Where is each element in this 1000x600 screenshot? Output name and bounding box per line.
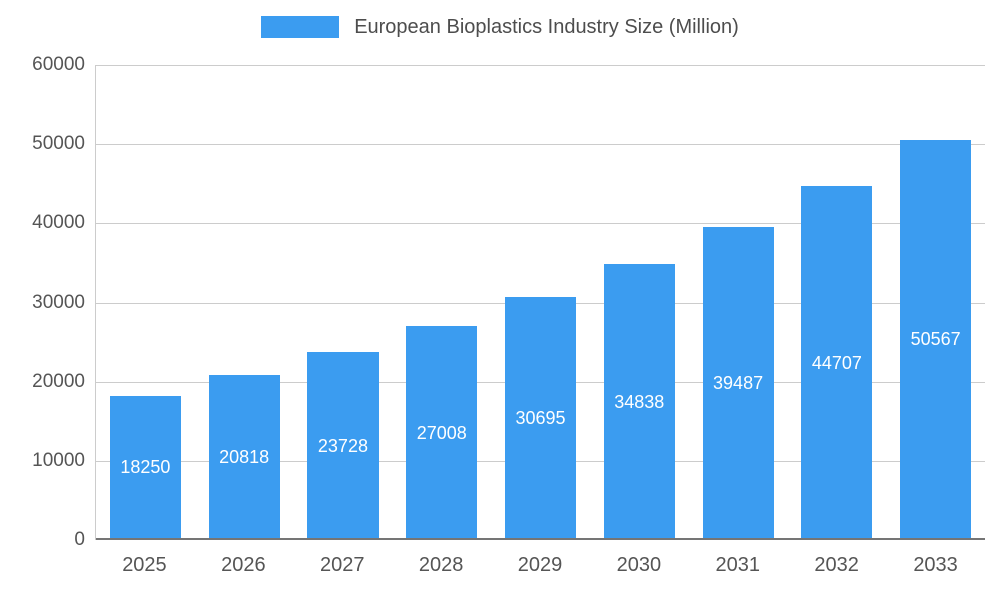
bar-slot: 34838 xyxy=(590,65,689,540)
bar-value-label: 27008 xyxy=(416,422,467,443)
bar-2033[interactable]: 50567 xyxy=(900,139,972,540)
bar-slot: 20818 xyxy=(195,65,294,540)
bar-value-label: 20818 xyxy=(219,447,270,468)
plot-area: 18250 20818 23728 27008 30695 34838 39487 44707… xyxy=(95,65,985,540)
bar-slot: 39487 xyxy=(689,65,788,540)
y-tick-label: 20000 xyxy=(32,370,85,392)
bar-slot: 27008 xyxy=(392,65,491,540)
bar-slot: 18250 xyxy=(96,65,195,540)
bar-slot: 50567 xyxy=(886,65,985,540)
x-tick-label: 2032 xyxy=(814,554,859,576)
x-tick-label: 2026 xyxy=(221,554,266,576)
bar-slot: 30695 xyxy=(491,65,590,540)
x-tick-label: 2025 xyxy=(122,554,167,576)
bar-value-label: 34838 xyxy=(614,391,665,412)
y-tick-label: 0 xyxy=(74,529,85,550)
bar-value-label: 23728 xyxy=(317,435,368,456)
x-tick-label: 2033 xyxy=(913,554,958,576)
y-tick-label: 30000 xyxy=(32,291,85,313)
x-tick-label: 2029 xyxy=(517,554,563,576)
bar-series: 18250 20818 23728 27008 30695 34838 39487 44707… xyxy=(96,65,985,540)
bar-2026[interactable]: 20818 xyxy=(208,375,280,540)
y-tick-label: 10000 xyxy=(32,449,85,471)
bar-2032[interactable]: 44707 xyxy=(801,186,873,540)
y-tick-label: 50000 xyxy=(32,133,85,155)
gridline xyxy=(96,223,985,225)
bar-slot: 23728 xyxy=(294,65,393,540)
x-axis: 2025 2026 2027 2028 2029 2030 2031 2032 2033 xyxy=(95,550,985,580)
chart-title: European Bioplastics Industry Size (Mill… xyxy=(354,15,739,38)
bar-slot: 44707 xyxy=(787,65,886,540)
x-tick-label: 2031 xyxy=(715,554,761,576)
bar-value-label: 39487 xyxy=(713,373,764,394)
chart-legend[interactable]: European Bioplastics Industry Size (Mill… xyxy=(0,13,1000,41)
bar-value-label: 18250 xyxy=(120,457,171,478)
x-tick-label: 2027 xyxy=(319,554,365,576)
gridline xyxy=(96,144,985,146)
y-axis: 0 10000 20000 30000 40000 50000 60000 xyxy=(0,54,85,550)
x-axis-line xyxy=(96,538,985,540)
bar-2031[interactable]: 39487 xyxy=(702,227,774,540)
y-tick-label: 60000 xyxy=(32,54,85,75)
bar-value-label: 50567 xyxy=(910,329,961,350)
bar-2028[interactable]: 27008 xyxy=(406,326,478,540)
bar-value-label: 44707 xyxy=(811,352,862,373)
bar-2025[interactable]: 18250 xyxy=(109,395,181,540)
x-tick-label: 2028 xyxy=(418,554,464,576)
bar-2029[interactable]: 30695 xyxy=(504,297,577,540)
bar-value-label: 30695 xyxy=(515,408,566,428)
legend-swatch xyxy=(261,16,340,38)
bar-2027[interactable]: 23728 xyxy=(307,352,379,540)
bar-2030[interactable]: 34838 xyxy=(603,264,675,540)
y-tick-label: 40000 xyxy=(32,212,85,234)
x-tick-label: 2030 xyxy=(616,554,662,576)
gridline xyxy=(96,65,985,66)
